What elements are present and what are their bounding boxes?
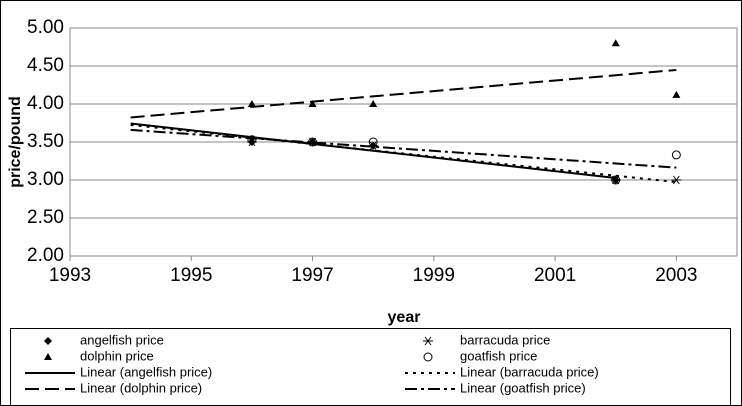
x-axis-label: year (388, 309, 421, 326)
marker (247, 100, 256, 107)
legend-label: Linear (goatfish price) (460, 380, 586, 395)
legend-label: angelfish price (80, 332, 164, 347)
marker (611, 175, 621, 185)
marker (308, 137, 318, 147)
marker (368, 137, 378, 147)
y-tick-label: 2.50 (27, 207, 64, 228)
x-tick-label: 1997 (291, 265, 333, 286)
marker (308, 100, 317, 107)
marker (671, 150, 681, 160)
legend-label: barracuda price (460, 332, 550, 347)
trend-line (130, 128, 677, 169)
x-tick-label: 2001 (534, 265, 576, 286)
legend-label: Linear (barracuda price) (460, 364, 599, 379)
trend-line (130, 68, 677, 119)
y-tick-label: 2.00 (27, 245, 64, 266)
y-tick-label: 4.00 (27, 93, 64, 114)
legend-label: Linear (angelfish price) (80, 364, 212, 379)
trend-line (130, 123, 677, 184)
y-tick-label: 4.50 (27, 55, 64, 76)
legend-label: dolphin price (80, 348, 154, 363)
marker (610, 175, 621, 185)
x-tick-label: 2003 (655, 265, 697, 286)
marker (671, 175, 682, 185)
y-tick-label: 3.00 (27, 169, 64, 190)
marker (423, 336, 433, 346)
x-tick-label: 1995 (170, 265, 212, 286)
x-tick-label: 1999 (413, 265, 455, 286)
marker (44, 353, 52, 360)
marker (369, 100, 378, 107)
y-tick-label: 3.50 (27, 131, 64, 152)
marker (611, 39, 620, 47)
y-axis-label: price/pound (7, 96, 24, 188)
marker (672, 90, 681, 98)
legend-box (10, 328, 731, 406)
marker (44, 337, 52, 345)
x-tick-label: 1993 (49, 265, 91, 286)
legend-label: goatfish price (460, 348, 537, 363)
marker (423, 352, 433, 362)
y-tick-label: 5.00 (27, 17, 64, 38)
marker (247, 135, 257, 145)
legend-label: Linear (dolphin price) (80, 380, 202, 395)
